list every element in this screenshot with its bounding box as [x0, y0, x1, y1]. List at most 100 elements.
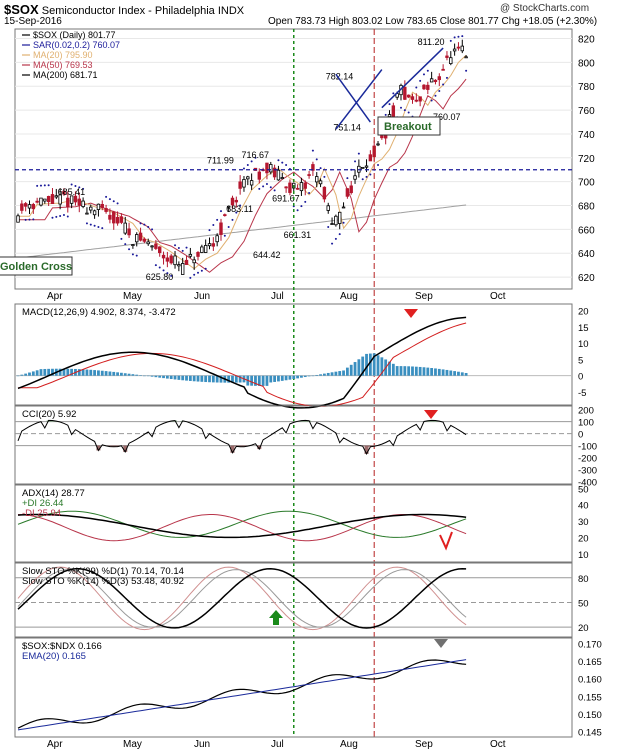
macd-histogram-bar [219, 375, 223, 383]
macd-histogram-bar [112, 371, 116, 376]
cci-overbought-fill [50, 420, 55, 422]
sar-dot [250, 160, 253, 163]
price-candle [456, 46, 461, 49]
macd-histogram-bar [227, 375, 231, 383]
sar-dot [327, 225, 330, 228]
x-axis-label: Sep [415, 291, 433, 302]
price-candle [445, 55, 449, 58]
panel-tick-label: 0.145 [578, 728, 602, 739]
macd-histogram-bar [330, 372, 334, 376]
macd-histogram-bar [307, 375, 311, 377]
price-point-label: 760.07 [433, 112, 461, 122]
price-candle [341, 206, 346, 209]
sar-dot [105, 195, 108, 198]
panel-tick-label: 10 [578, 339, 589, 350]
sar-dot [242, 167, 245, 170]
price-tick-label: 780 [578, 82, 595, 93]
golden-cross-label: Golden Cross [0, 261, 72, 273]
cci-overbought-fill [433, 420, 438, 422]
price-candle [437, 76, 441, 81]
panel-tick-label: 20 [578, 307, 589, 318]
price-candle [449, 57, 453, 65]
macd-histogram-bar [81, 369, 85, 376]
cci-overbought-fill [303, 420, 308, 422]
price-candle [203, 245, 208, 253]
price-candle [39, 197, 43, 206]
golden-cross-box [0, 256, 73, 276]
sar-dot [59, 214, 62, 217]
macd-histogram-bar [28, 372, 31, 376]
macd-histogram-bar [418, 366, 422, 376]
plus-di-line [17, 510, 467, 538]
price-candle [66, 197, 70, 208]
macd-histogram-bar [66, 368, 70, 376]
price-candle [142, 238, 147, 242]
sar-dot [449, 39, 452, 42]
sar-dot [419, 79, 422, 82]
macd-histogram-bar [284, 375, 288, 381]
macd-histogram-bar [391, 363, 395, 376]
breakout-label-box [377, 116, 441, 136]
panel-tick-label: 80 [578, 574, 589, 585]
price-candle [295, 187, 300, 190]
macd-histogram-bar [165, 375, 169, 379]
price-candle [123, 222, 127, 234]
macd-histogram-bar [70, 368, 74, 376]
x-axis-label: Jul [271, 739, 284, 750]
price-candle [180, 263, 185, 275]
sar-dot [342, 221, 345, 224]
price-candle [338, 211, 342, 224]
price-candle [345, 188, 350, 197]
sar-dot [308, 191, 311, 194]
price-candle [403, 86, 407, 100]
price-candle [242, 179, 246, 188]
macd-histogram-bar [139, 375, 142, 376]
price-candle [50, 194, 55, 205]
price-candle [89, 206, 93, 211]
macd-panel-frame [14, 303, 573, 406]
x-axis-label: Apr [47, 739, 63, 750]
price-candle [69, 195, 74, 204]
price-candle [223, 214, 227, 217]
macd-histogram-bar [261, 375, 265, 386]
price-candle [119, 216, 124, 223]
price-candle [272, 167, 277, 178]
sar-dot [223, 234, 226, 237]
sar-dot [112, 200, 115, 203]
price-candle [31, 204, 36, 210]
macd-histogram-bar [58, 368, 62, 376]
macd-histogram-bar [208, 375, 211, 383]
price-candle [169, 255, 173, 264]
cci-oversold-fill [238, 445, 243, 447]
chart-date: 15-Sep-2016 [4, 16, 62, 27]
x-axis-label: Jul [271, 291, 284, 302]
price-point-label: 661.31 [284, 230, 312, 240]
macd-histogram-bar [368, 353, 372, 376]
macd-histogram-bar [280, 375, 284, 381]
price-candle [62, 190, 66, 195]
sar-dot [239, 204, 242, 207]
panel-tick-label: 30 [578, 517, 589, 528]
adx-red-marker [439, 531, 453, 551]
price-legend-item: MA(50) 769.53 [33, 60, 93, 70]
sar-dot [235, 211, 238, 214]
sar-dot [219, 210, 222, 213]
macd-histogram-bar [177, 375, 181, 380]
macd-histogram-bar [196, 375, 200, 382]
panel-tick-label: -300 [578, 466, 597, 477]
cci-red-arrow [424, 410, 438, 419]
price-point-label: 685.41 [58, 187, 86, 197]
macd-histogram-bar [345, 367, 349, 376]
price-candle [414, 99, 419, 102]
sar-dot [315, 158, 318, 161]
sar-dot [281, 161, 284, 164]
sar-dot [51, 216, 54, 219]
macd-histogram-bar [62, 368, 66, 376]
panel-tick-label: 0.170 [578, 639, 602, 650]
panel-tick-label: 200 [578, 406, 594, 417]
price-candle [188, 253, 193, 257]
price-candle [165, 257, 170, 262]
price-candle [146, 241, 150, 245]
macd-histogram-bar [430, 368, 434, 376]
price-candle [315, 176, 319, 183]
